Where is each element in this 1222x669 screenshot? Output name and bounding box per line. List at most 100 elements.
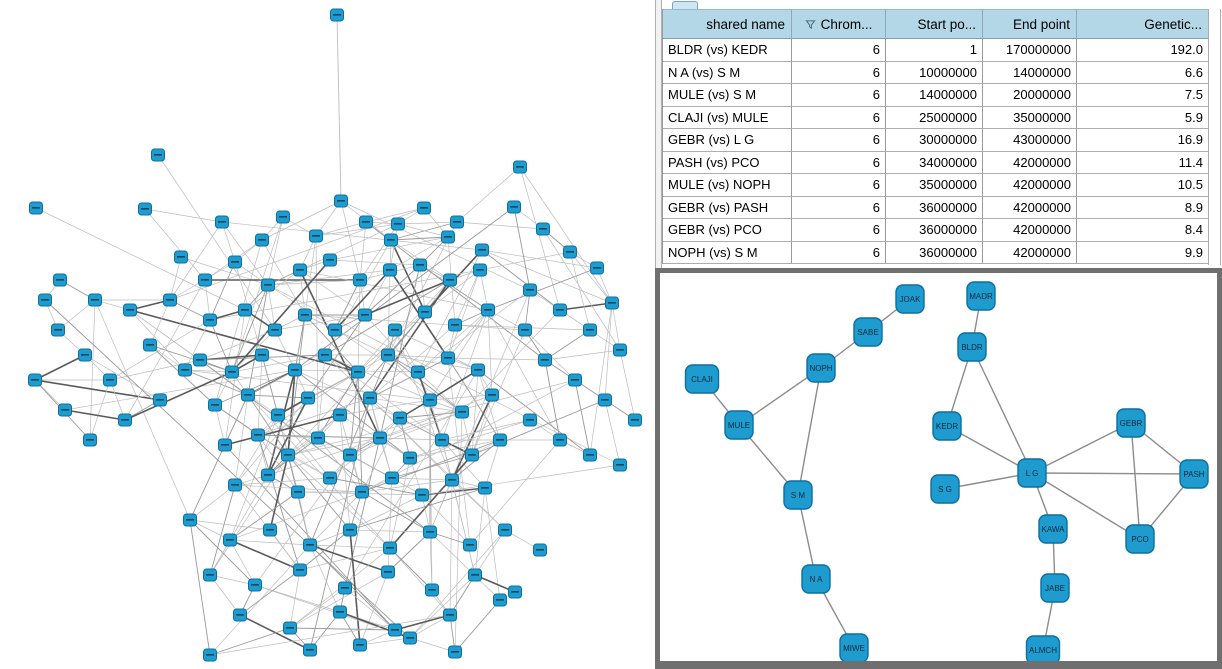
network-node[interactable]	[198, 273, 212, 287]
network-edge[interactable]	[214, 404, 226, 446]
table-cell[interactable]: 25000000	[886, 106, 983, 129]
network-node[interactable]	[391, 217, 405, 231]
network-edge[interactable]	[429, 394, 493, 401]
network-edge[interactable]	[429, 399, 443, 441]
table-cell[interactable]: 6	[792, 174, 886, 197]
network-edge[interactable]	[542, 228, 621, 351]
network-node[interactable]	[383, 541, 397, 555]
network-node[interactable]	[203, 568, 217, 582]
network-edge[interactable]	[234, 397, 309, 486]
column-header-startpo[interactable]: Start po...	[886, 9, 983, 39]
table-cell[interactable]: 42000000	[983, 151, 1077, 174]
network-edge[interactable]	[479, 251, 571, 271]
network-edge[interactable]	[274, 329, 296, 371]
network-node-MIWE[interactable]: MIWE	[839, 633, 869, 661]
network-edge[interactable]	[419, 264, 426, 313]
table-cell[interactable]: GEBR (vs) PASH	[663, 196, 792, 219]
network-edge[interactable]	[204, 279, 211, 321]
network-edge[interactable]	[417, 249, 483, 373]
network-edge[interactable]	[474, 529, 506, 576]
network-node[interactable]	[441, 230, 455, 244]
network-node[interactable]	[261, 468, 275, 482]
network-node[interactable]	[448, 318, 462, 332]
network-edge[interactable]	[299, 269, 366, 316]
network-node[interactable]	[628, 413, 642, 427]
network-edge[interactable]	[389, 236, 449, 271]
table-cell[interactable]: 8.9	[1077, 196, 1209, 219]
filter-funnel-icon[interactable]	[804, 19, 816, 30]
network-edge[interactable]	[340, 200, 361, 281]
table-cell[interactable]: 42000000	[983, 196, 1077, 219]
network-node-JOAK[interactable]: JOAK	[895, 284, 925, 314]
network-node-MULE[interactable]: MULE	[724, 410, 754, 440]
network-edge[interactable]	[369, 357, 449, 399]
network-edge[interactable]	[129, 309, 359, 373]
network-node[interactable]	[283, 621, 297, 635]
network-edge[interactable]	[1031, 422, 1132, 474]
network-node[interactable]	[318, 348, 332, 362]
network-edge[interactable]	[309, 544, 389, 573]
network-node[interactable]	[323, 253, 337, 267]
network-edge[interactable]	[544, 349, 621, 361]
table-cell[interactable]: CLAJI (vs) MULE	[663, 106, 792, 129]
column-header-sharedname[interactable]: shared name	[663, 9, 792, 39]
network-edge[interactable]	[797, 367, 822, 496]
network-node[interactable]	[485, 388, 499, 402]
network-edge[interactable]	[1031, 472, 1195, 475]
network-edge[interactable]	[359, 571, 389, 646]
network-edge[interactable]	[299, 529, 351, 571]
network-edge[interactable]	[390, 236, 449, 241]
network-edge[interactable]	[64, 369, 296, 411]
network-node[interactable]	[268, 323, 282, 337]
network-edge[interactable]	[289, 569, 301, 629]
network-node[interactable]	[333, 408, 347, 422]
network-edge[interactable]	[231, 354, 326, 373]
network-node[interactable]	[78, 348, 92, 362]
network-edge[interactable]	[329, 236, 449, 261]
network-node[interactable]	[143, 338, 157, 352]
network-edge[interactable]	[469, 439, 561, 546]
network-edge[interactable]	[109, 359, 201, 381]
network-edge[interactable]	[447, 357, 501, 441]
network-edge[interactable]	[309, 491, 363, 546]
network-edge[interactable]	[199, 329, 276, 361]
network-edge[interactable]	[209, 574, 241, 616]
network-node[interactable]	[443, 608, 457, 622]
table-cell[interactable]: 35000000	[983, 106, 1077, 129]
network-node-KAWA[interactable]: KAWA	[1038, 514, 1068, 544]
network-node[interactable]	[359, 215, 373, 229]
panel-divider[interactable]	[655, 0, 662, 268]
network-edge[interactable]	[329, 259, 421, 266]
network-node[interactable]	[403, 451, 417, 465]
network-node[interactable]	[53, 273, 67, 287]
table-cell[interactable]: 20000000	[983, 84, 1077, 107]
table-cell[interactable]: 6	[792, 241, 886, 264]
network-edge[interactable]	[129, 309, 186, 371]
network-node-NOPH[interactable]: NOPH	[806, 353, 836, 383]
network-node[interactable]	[481, 303, 495, 317]
network-edge[interactable]	[441, 309, 489, 441]
network-node[interactable]	[411, 365, 425, 379]
network-node[interactable]	[478, 481, 492, 495]
network-edge[interactable]	[309, 611, 341, 651]
network-node-NA[interactable]: N A	[801, 564, 831, 594]
column-header-endpoint[interactable]: End point	[983, 9, 1077, 39]
network-edge[interactable]	[429, 531, 433, 591]
network-edge[interactable]	[481, 249, 598, 269]
network-edge[interactable]	[267, 414, 341, 476]
network-edge[interactable]	[619, 349, 636, 421]
network-node[interactable]	[388, 323, 402, 337]
network-edge[interactable]	[389, 457, 411, 549]
network-node[interactable]	[28, 373, 42, 387]
network-edge[interactable]	[339, 311, 426, 416]
network-edge[interactable]	[349, 371, 359, 456]
network-edge[interactable]	[247, 354, 326, 396]
table-cell[interactable]: 42000000	[983, 241, 1077, 264]
network-node-SM[interactable]: S M	[783, 480, 813, 510]
network-edge[interactable]	[209, 627, 291, 656]
network-node[interactable]	[255, 348, 269, 362]
table-cell[interactable]: MULE (vs) NOPH	[663, 174, 792, 197]
network-node-KEDR[interactable]: KEDR	[932, 411, 962, 441]
network-edge[interactable]	[234, 414, 279, 486]
network-node[interactable]	[248, 578, 262, 592]
